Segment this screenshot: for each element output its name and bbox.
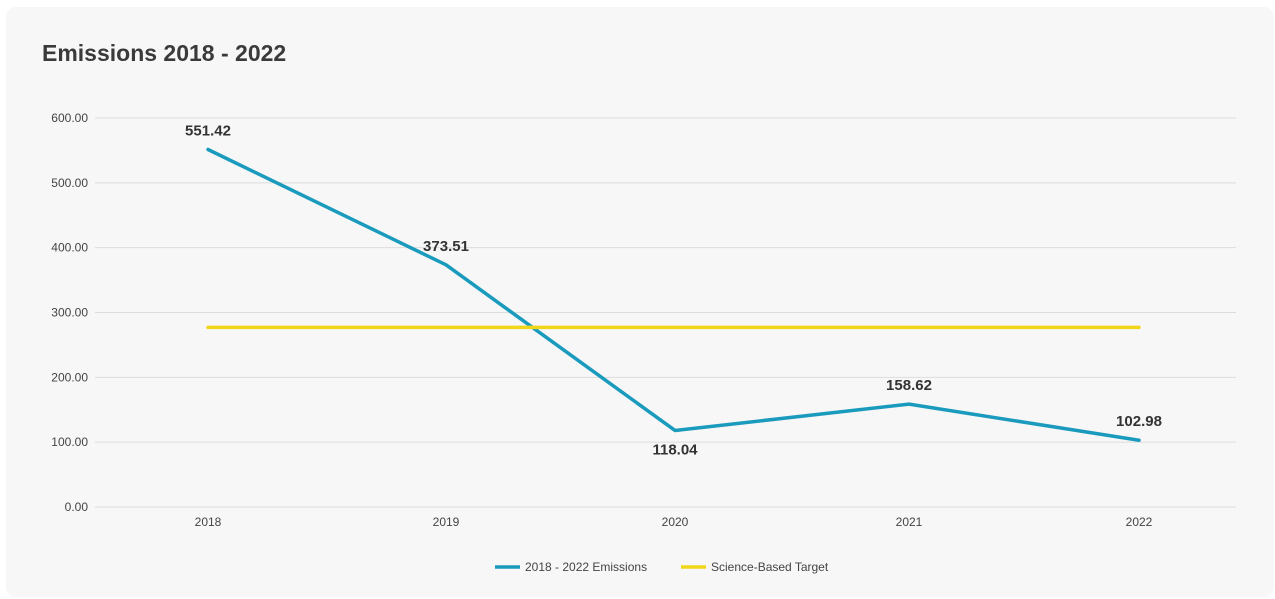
y-tick-label: 200.00 — [51, 370, 88, 384]
data-label: 373.51 — [423, 238, 469, 255]
y-tick-label: 300.00 — [51, 306, 88, 320]
data-label: 118.04 — [652, 441, 698, 458]
legend-emissions-label: 2018 - 2022 Emissions — [525, 560, 647, 574]
x-tick-label: 2019 — [433, 515, 460, 529]
chart-card — [6, 7, 1274, 597]
data-label: 102.98 — [1116, 413, 1162, 430]
y-tick-label: 500.00 — [51, 176, 88, 190]
y-tick-label: 100.00 — [51, 435, 88, 449]
x-tick-label: 2021 — [896, 515, 923, 529]
y-tick-label: 600.00 — [51, 111, 88, 125]
chart-title: Emissions 2018 - 2022 — [42, 40, 287, 66]
emissions-series-line — [206, 147, 1141, 442]
x-tick-label: 2020 — [662, 515, 689, 529]
data-label: 551.42 — [185, 122, 231, 139]
y-tick-label: 0.00 — [65, 500, 89, 514]
data-label: 158.62 — [886, 377, 932, 394]
x-tick-label: 2022 — [1126, 515, 1153, 529]
legend-target-label: Science-Based Target — [711, 560, 829, 574]
y-tick-label: 400.00 — [51, 241, 88, 255]
x-tick-label: 2018 — [195, 515, 222, 529]
